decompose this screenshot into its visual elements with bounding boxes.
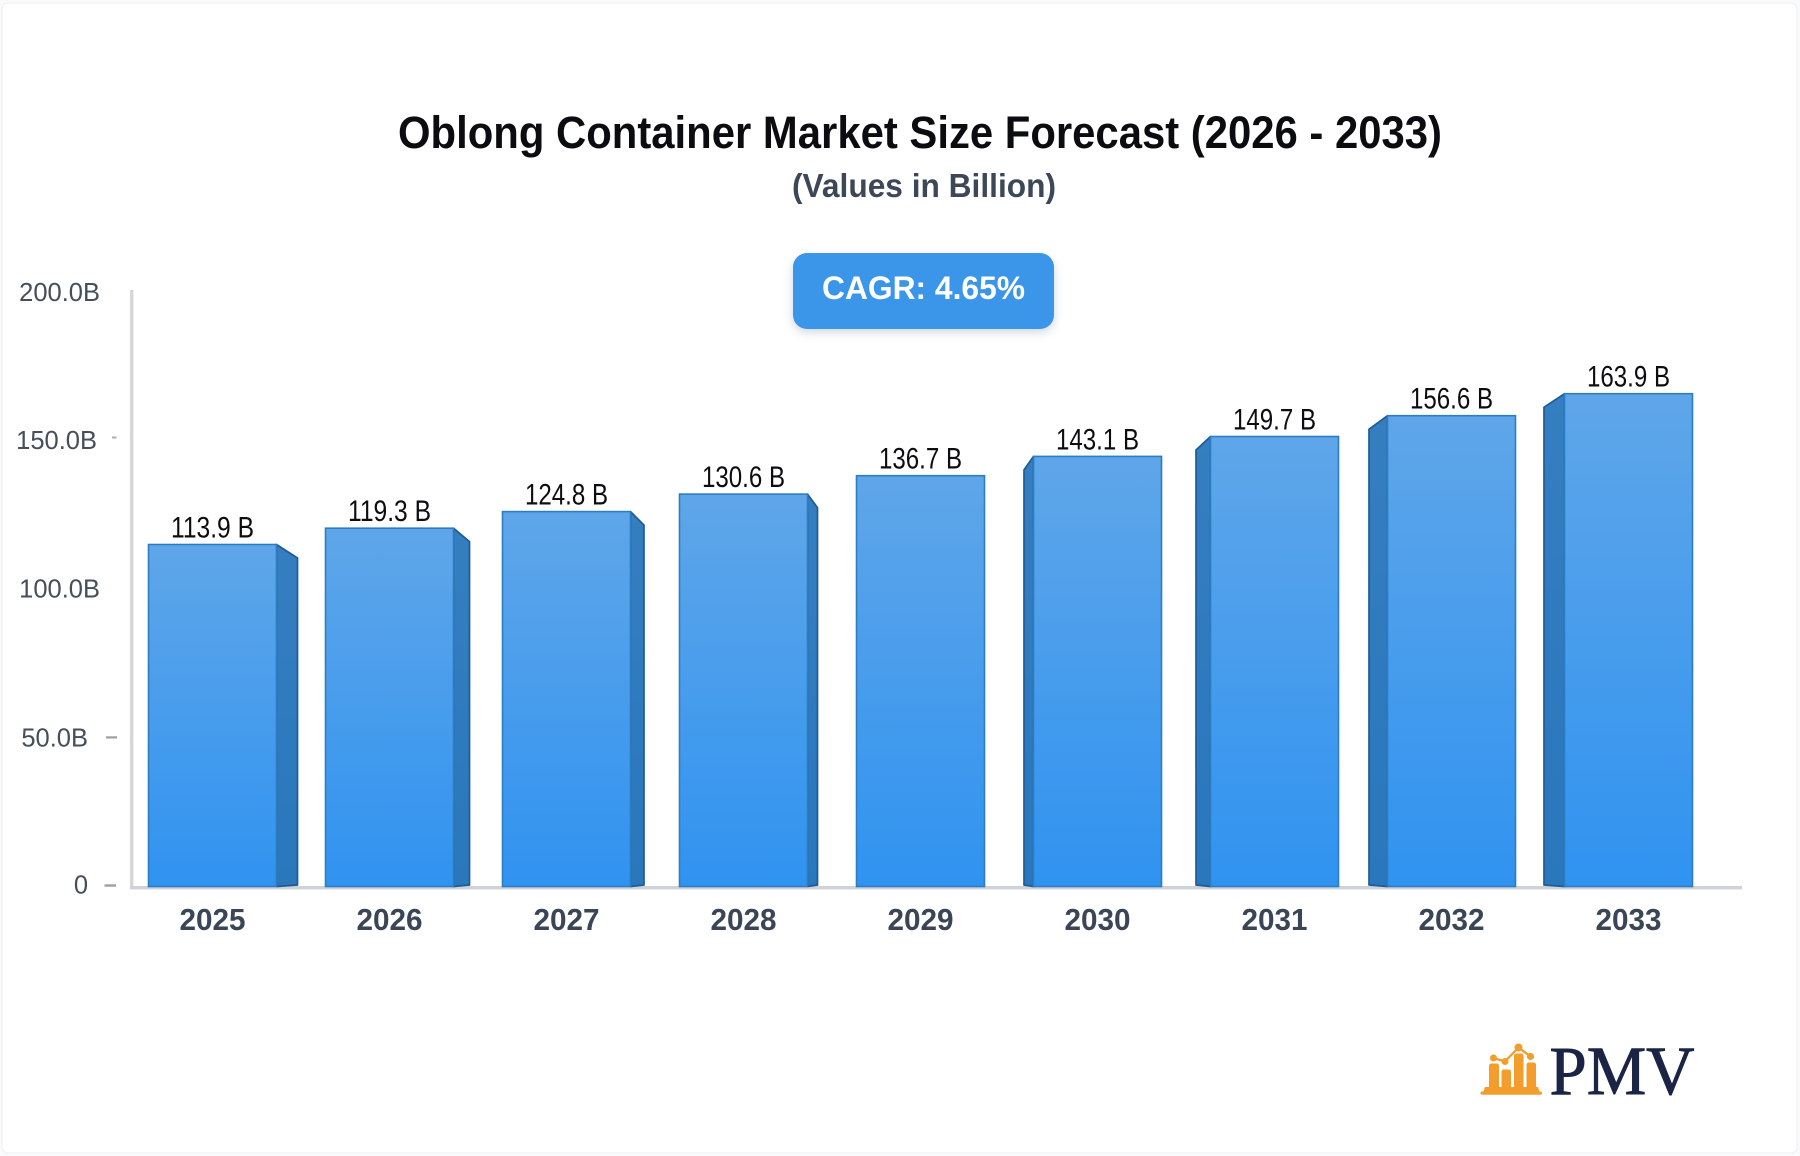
- svg-text:113.9 B: 113.9 B: [171, 512, 254, 545]
- svg-text:156.6 B: 156.6 B: [1410, 383, 1493, 416]
- svg-text:CAGR: 4.65%: CAGR: 4.65%: [822, 270, 1025, 306]
- svg-text:2026: 2026: [357, 902, 423, 937]
- svg-text:149.7 B: 149.7 B: [1233, 404, 1316, 437]
- svg-text:124.8 B: 124.8 B: [525, 479, 608, 512]
- svg-text:2027: 2027: [534, 902, 600, 937]
- svg-text:(Values in Billion): (Values in Billion): [792, 167, 1056, 204]
- svg-text:136.7 B: 136.7 B: [879, 443, 962, 476]
- svg-text:2025: 2025: [180, 902, 246, 937]
- svg-text:2031: 2031: [1242, 902, 1308, 937]
- svg-text:143.1 B: 143.1 B: [1056, 423, 1139, 456]
- svg-text:150.0B: 150.0B: [16, 427, 97, 455]
- svg-text:2028: 2028: [711, 902, 777, 937]
- svg-text:50.0B: 50.0B: [21, 725, 88, 753]
- svg-text:2030: 2030: [1065, 902, 1131, 937]
- svg-text:Oblong Container Market Size F: Oblong Container Market Size Forecast (2…: [398, 107, 1442, 158]
- svg-text:163.9 B: 163.9 B: [1587, 361, 1670, 394]
- svg-text:200.0B: 200.0B: [19, 279, 100, 307]
- svg-text:0: 0: [74, 872, 88, 900]
- svg-text:100.0B: 100.0B: [19, 576, 100, 604]
- svg-text:2033: 2033: [1596, 902, 1662, 937]
- svg-text:PMV: PMV: [1550, 1033, 1695, 1109]
- svg-text:119.3 B: 119.3 B: [348, 495, 431, 528]
- svg-text:130.6 B: 130.6 B: [702, 461, 785, 494]
- svg-text:2032: 2032: [1419, 902, 1485, 937]
- svg-text:2029: 2029: [888, 902, 954, 937]
